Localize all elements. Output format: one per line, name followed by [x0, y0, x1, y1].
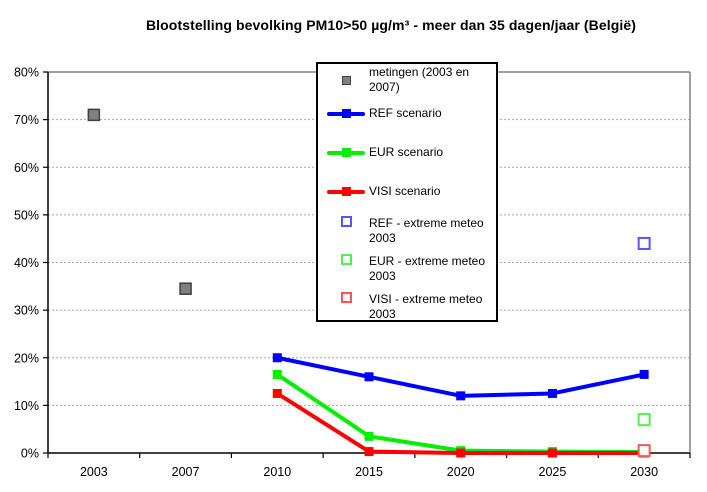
series-line-1: [275, 355, 647, 398]
data-point-measurement: [179, 282, 192, 295]
y-axis-label: 60%: [14, 161, 39, 175]
open-square-icon: [323, 292, 369, 303]
line-sample-icon: [323, 109, 369, 118]
legend-item-label: REF - extreme meteo 2003: [369, 216, 484, 245]
data-point-open-square: [637, 444, 651, 458]
y-axis-label: 0%: [21, 447, 39, 461]
legend-item-label: VISI - extreme meteo 2003: [369, 292, 483, 321]
legend-item-label: EUR - extreme meteo 2003: [369, 254, 486, 283]
legend-item: EUR scenario: [323, 133, 496, 172]
y-axis-label: 40%: [14, 256, 39, 270]
data-point: [456, 448, 466, 458]
data-point: [272, 369, 282, 379]
legend-item-label: REF scenario: [369, 106, 442, 120]
open-square-icon: [323, 254, 369, 265]
chart-title: Blootstelling bevolking PM10>50 µg/m³ - …: [145, 17, 637, 33]
x-axis-label: 2025: [539, 465, 567, 479]
y-axis-label: 30%: [14, 304, 39, 318]
legend-item-label: metingen (2003 en 2007): [369, 65, 470, 94]
data-point: [272, 388, 282, 398]
data-point: [639, 369, 649, 379]
data-point: [364, 447, 374, 457]
legend-item: EUR - extreme meteo 2003: [323, 249, 496, 287]
y-axis-label: 80%: [14, 66, 39, 80]
x-axis-label: 2003: [80, 465, 108, 479]
data-point-open-square: [637, 413, 651, 427]
series-line-3: [275, 391, 647, 455]
data-point-measurement: [87, 108, 101, 122]
y-axis-label: 70%: [14, 113, 39, 127]
line-sample-icon: [323, 187, 369, 196]
legend-item-label: EUR scenario: [369, 145, 444, 159]
legend-item-label: VISI scenario: [369, 184, 441, 198]
x-axis-label: 2020: [447, 465, 475, 479]
data-point-open-square: [637, 236, 651, 250]
y-axis-label: 10%: [14, 399, 39, 413]
y-axis-label: 20%: [14, 351, 39, 365]
data-point: [272, 353, 282, 363]
x-axis-label: 2030: [630, 465, 658, 479]
measurement-square-icon: [323, 75, 369, 85]
data-point: [456, 391, 466, 401]
data-point: [364, 431, 374, 441]
legend-item: REF - extreme meteo 2003: [323, 211, 496, 249]
legend-item: metingen (2003 en 2007): [323, 65, 496, 94]
data-point: [364, 372, 374, 382]
legend: metingen (2003 en 2007) REF scenario EUR s…: [316, 62, 498, 322]
legend-item: REF scenario: [323, 94, 496, 133]
x-axis-label: 2015: [355, 465, 383, 479]
legend-item: VISI - extreme meteo 2003: [323, 287, 496, 325]
x-axis-label: 2007: [172, 465, 200, 479]
y-axis-label: 50%: [14, 208, 39, 222]
open-square-icon: [323, 216, 369, 227]
data-point: [547, 448, 557, 458]
x-axis-label: 2010: [263, 465, 291, 479]
line-sample-icon: [323, 148, 369, 157]
legend-item: VISI scenario: [323, 172, 496, 211]
data-point: [547, 388, 557, 398]
